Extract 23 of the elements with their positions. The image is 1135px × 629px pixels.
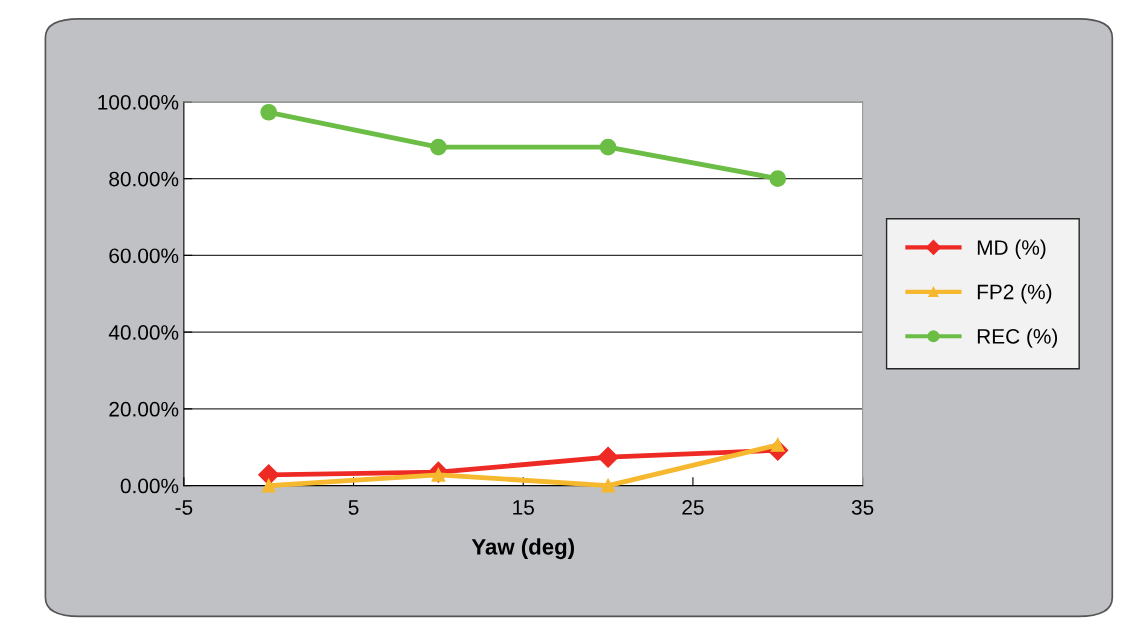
point xyxy=(597,446,619,468)
point xyxy=(430,138,447,156)
x-tick-label: -5 xyxy=(175,500,193,515)
legend-label: REC (%) xyxy=(977,328,1058,348)
y-tick-label: 60.00% xyxy=(109,248,179,264)
y-tick-label: 80.00% xyxy=(109,171,179,187)
point xyxy=(261,478,276,493)
y-tick-label: 20.00% xyxy=(109,401,179,417)
point xyxy=(260,103,278,121)
legend-label: FP2 (%) xyxy=(977,284,1052,304)
point xyxy=(258,464,280,486)
point xyxy=(769,170,787,187)
x-tick-label: 35 xyxy=(851,500,874,515)
point xyxy=(601,478,616,493)
point xyxy=(599,138,617,156)
x-tick-label: 5 xyxy=(348,500,359,515)
legend-label: MD (%) xyxy=(977,239,1046,260)
y-tick-label: 40.00% xyxy=(108,325,179,340)
x-axis-title: Yaw (deg) xyxy=(471,538,574,560)
y-tick-label: 0.00% xyxy=(120,478,179,494)
x-tick-label: 15 xyxy=(513,500,534,515)
y-tick-label: 100.00% xyxy=(98,94,179,110)
x-tick-label: 25 xyxy=(682,500,704,515)
